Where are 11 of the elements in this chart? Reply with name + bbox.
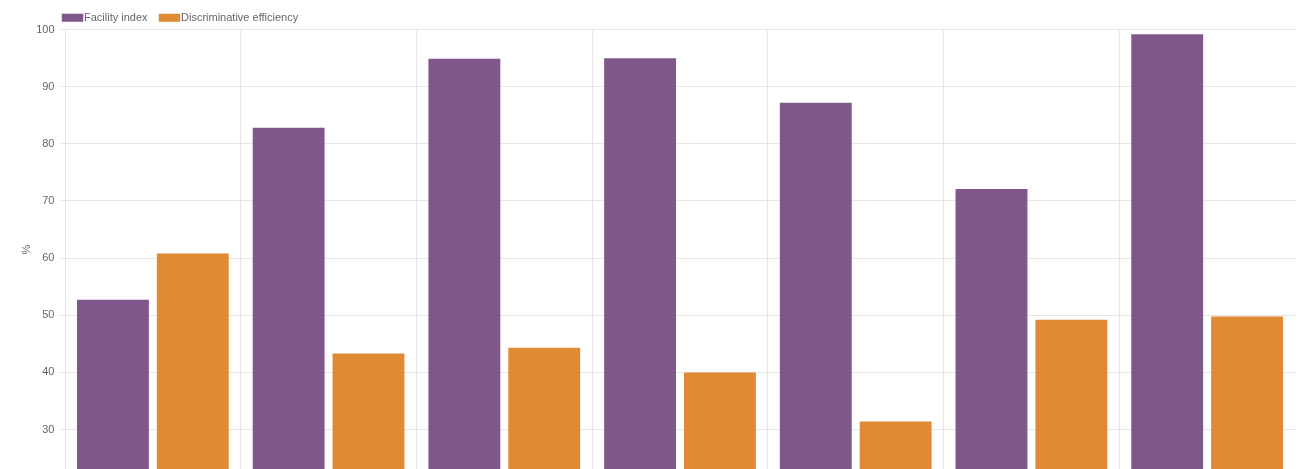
y-tick-label: 60 [42, 251, 55, 264]
y-tick-label: 70 [42, 193, 55, 206]
legend-label: Discriminative efficiency [181, 10, 299, 23]
y-tick-label: 90 [42, 79, 55, 92]
y-axis-title: % [20, 244, 33, 255]
legend-label: Facility index [84, 10, 149, 23]
y-tick-label: 40 [42, 365, 55, 378]
y-tick-label: 30 [42, 422, 55, 435]
y-tick-label: 50 [42, 308, 55, 321]
y-tick-label: 100 [36, 22, 55, 35]
y-tick-label: 80 [42, 136, 55, 149]
